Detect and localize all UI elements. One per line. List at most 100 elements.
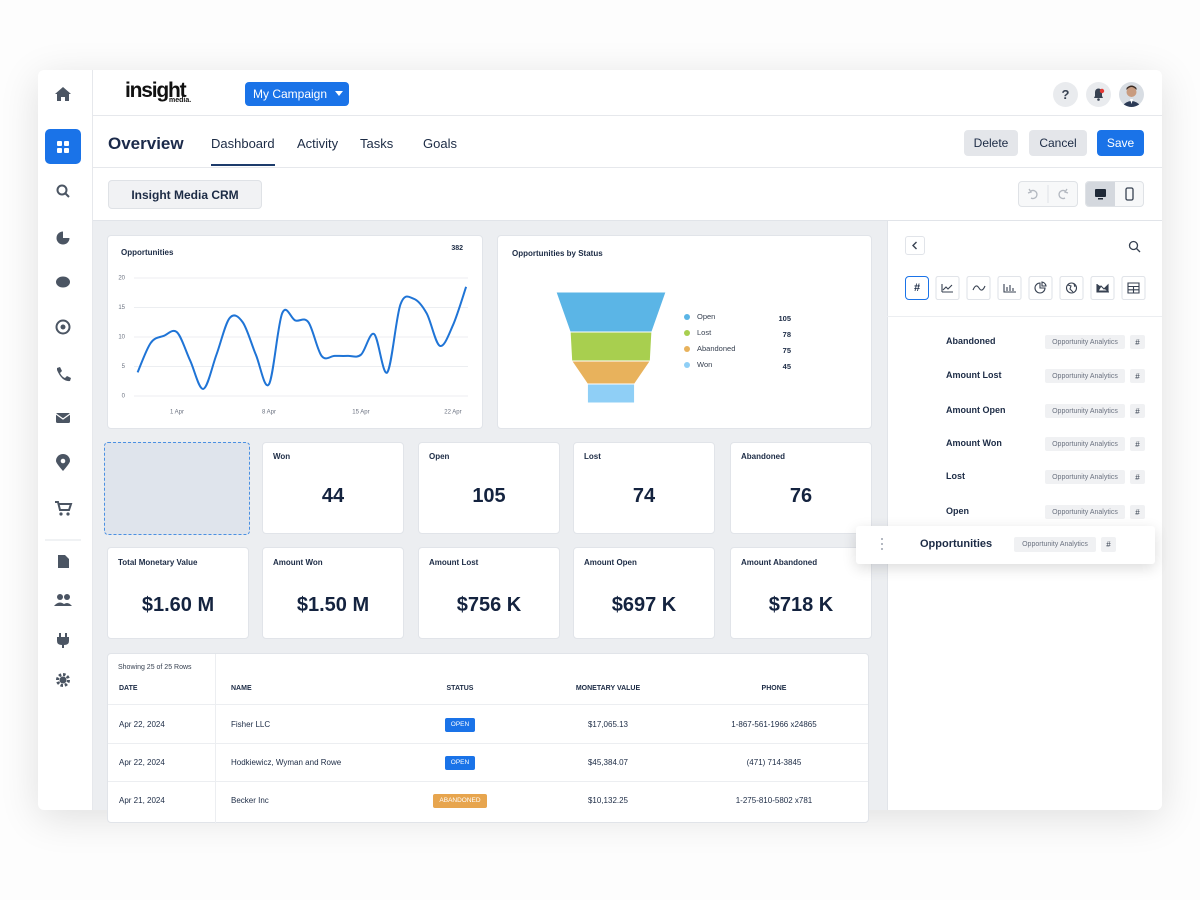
x-tick-label: 15 Apr [352, 410, 369, 416]
tab[interactable]: Activity [297, 136, 339, 151]
funnel-segment [569, 331, 653, 362]
y-tick-label: 10 [118, 335, 125, 341]
chat-icon[interactable] [56, 276, 70, 288]
logo[interactable]: insight [125, 79, 187, 102]
drag-handle[interactable] [879, 537, 885, 551]
field-name[interactable]: Amount Lost [946, 370, 1002, 380]
target-icon[interactable] [55, 319, 71, 335]
search-icon[interactable] [56, 184, 68, 196]
map-type-glyph-part [1067, 283, 1076, 293]
money-label: Amount Open [584, 558, 637, 567]
campaign-button[interactable]: My Campaign [245, 82, 349, 106]
avatar[interactable] [1119, 82, 1144, 107]
line-type-glyph [941, 284, 953, 293]
tab[interactable]: Dashboard [211, 136, 275, 151]
line-chart: Opportunities 382 0 5 10 15 20 1 Apr 8 Apr 15 Apr… [118, 245, 468, 416]
money-value: $718 K [768, 594, 834, 616]
undo-redo-icons[interactable] [1019, 182, 1077, 206]
panel-search-icon[interactable] [1127, 239, 1143, 255]
back-button[interactable] [905, 236, 925, 255]
stat-value: 105 [472, 485, 506, 507]
area-type[interactable] [1090, 276, 1115, 300]
home-icon[interactable] [55, 87, 71, 101]
y-tick-label: 15 [118, 305, 125, 311]
tab[interactable]: Goals [423, 136, 457, 151]
money-label: Amount Abandoned [741, 558, 818, 567]
stat-label: Lost [584, 452, 601, 461]
legend-dot [684, 330, 690, 336]
desktop-view[interactable] [1086, 182, 1115, 206]
action-button[interactable]: Delete [964, 130, 1018, 156]
drag-dot [881, 548, 883, 550]
area-type-glyph [1096, 283, 1109, 293]
table-type[interactable] [1121, 276, 1146, 300]
integrations-icon-body [57, 637, 69, 648]
legend-label: Won [697, 360, 712, 369]
desktop-icon [1095, 189, 1106, 200]
money-value: $1.60 M [141, 594, 215, 616]
field-name[interactable]: Amount Won [946, 438, 1002, 448]
stat-card: Abandoned 76 [730, 442, 872, 534]
field-kind: # [1130, 369, 1145, 383]
dragging-name: Opportunities [920, 538, 993, 550]
table-cell: 1-867-561-1966 x24865 [731, 720, 817, 729]
map-type[interactable] [1059, 276, 1084, 300]
panel-divider [887, 316, 1162, 317]
spline-type[interactable] [966, 276, 991, 300]
topbar-divider [93, 115, 1162, 116]
target-icon-center [60, 324, 66, 330]
money-card: Amount Abandoned $718 K [730, 547, 872, 639]
line-type[interactable] [935, 276, 960, 300]
status-cell: OPEN [380, 718, 540, 732]
stat-card: Open 105 [418, 442, 560, 534]
table-cell: $10,132.25 [587, 796, 629, 805]
field-name[interactable]: Lost [946, 471, 965, 481]
tab[interactable]: Tasks [360, 136, 394, 151]
cart-icon[interactable] [55, 501, 73, 511]
status-badge: OPEN [444, 718, 476, 732]
header-divider [108, 704, 868, 705]
table-card: Showing 25 of 25 Rows DATE NAME STATUS MONE… [107, 653, 869, 824]
bar-type[interactable] [997, 276, 1022, 300]
field-name[interactable]: Abandoned [946, 336, 996, 346]
users-icon[interactable] [57, 594, 63, 600]
action-button[interactable]: Save [1097, 130, 1144, 156]
pie-type[interactable] [1028, 276, 1053, 300]
column-header: STATUS [446, 685, 474, 692]
phone-icon[interactable] [57, 367, 71, 382]
money-label: Total Monetary Value [118, 558, 198, 567]
funnel-chart: Opportunities by Status Open 105 Lost 78 Aban… [512, 249, 791, 404]
money-label: Amount Lost [429, 558, 479, 567]
pie-type-glyph [1034, 281, 1047, 294]
field-name[interactable]: Open [946, 506, 970, 516]
action-button[interactable]: Cancel [1029, 130, 1087, 156]
mobile-view[interactable] [1115, 182, 1143, 206]
legend-value: 78 [783, 330, 791, 339]
caret [335, 91, 344, 96]
mail-icon[interactable] [56, 413, 70, 423]
stat-value: 44 [321, 485, 345, 507]
settings-icon[interactable] [56, 673, 70, 687]
field-tag: Opportunity Analytics [1045, 404, 1125, 418]
chart-title: Opportunities [121, 248, 174, 257]
money-value: $756 K [456, 594, 522, 616]
settings-icon-core [59, 676, 67, 684]
legend-dot [684, 346, 690, 352]
y-tick-label: 5 [122, 364, 126, 370]
field-name[interactable]: Amount Open [946, 405, 1006, 415]
integrations-icon[interactable] [59, 633, 67, 637]
dashboard-icon[interactable] [45, 129, 81, 164]
money-label: Amount Won [273, 558, 323, 567]
document-icon[interactable] [58, 555, 69, 568]
notifications-button[interactable] [1086, 82, 1111, 107]
table-caption: Showing 25 of 25 Rows [118, 664, 192, 671]
help-button[interactable]: ? [1053, 82, 1078, 107]
dashboard-name-button[interactable]: Insight Media CRM [108, 180, 262, 209]
column-header: MONETARY VALUE [575, 685, 641, 692]
toolbar-divider [93, 220, 1162, 221]
chart-type-number[interactable]: # [905, 276, 929, 300]
column-header: PHONE [761, 685, 787, 692]
field-tag: Opportunity Analytics [1045, 437, 1125, 451]
dragging-field[interactable]: Opportunities Opportunity Analytics # [856, 526, 1155, 564]
